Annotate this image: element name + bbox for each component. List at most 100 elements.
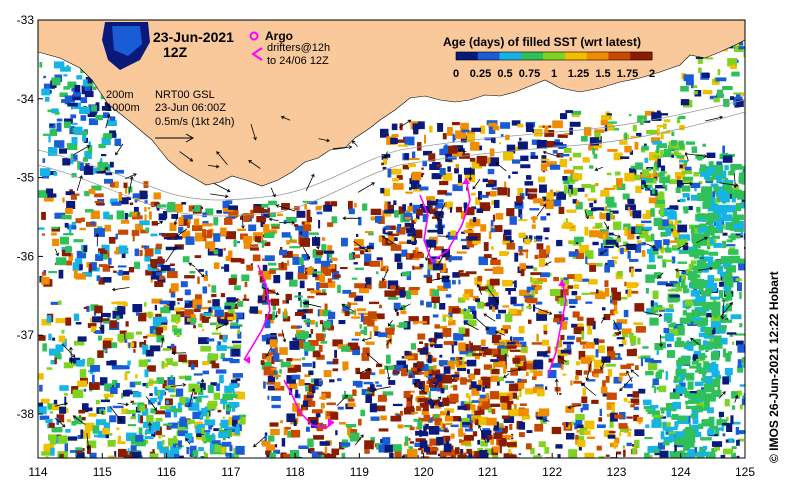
sst-patch: [352, 346, 361, 356]
sst-patch: [627, 401, 631, 404]
sst-patch: [651, 360, 662, 364]
sst-patch: [508, 175, 511, 179]
sst-patch: [159, 275, 165, 280]
sst-patch: [475, 298, 481, 303]
sst-patch: [220, 353, 225, 359]
sst-patch: [510, 296, 517, 305]
sst-patch: [610, 412, 618, 422]
sst-patch: [703, 335, 716, 339]
sst-patch: [560, 334, 565, 341]
sst-patch: [50, 447, 55, 456]
current-arrow: [274, 310, 279, 319]
sst-patch: [432, 289, 440, 296]
sst-patch: [701, 290, 712, 297]
current-arrow: [111, 287, 130, 292]
sst-patch: [47, 193, 57, 198]
sst-patch: [222, 357, 233, 362]
sst-patch: [637, 337, 641, 345]
sst-patch: [739, 291, 742, 300]
sst-patch: [179, 397, 190, 406]
sst-patch: [690, 278, 701, 285]
sst-patch: [53, 171, 58, 176]
sst-patch: [563, 148, 572, 153]
sst-patch: [663, 327, 670, 333]
sst-patch: [254, 310, 263, 315]
sst-patch: [711, 261, 721, 269]
current-arrow: [705, 115, 724, 122]
sst-patch: [193, 373, 203, 376]
lon-label: 116: [157, 465, 176, 479]
sst-patch: [321, 244, 327, 251]
sst-patch: [678, 239, 688, 246]
sst-patch: [502, 436, 511, 440]
sst-patch: [351, 252, 356, 260]
map-date: 23-Jun-2021: [153, 29, 234, 45]
sst-patch: [704, 57, 714, 60]
sst-patch: [72, 363, 77, 366]
sst-patch: [721, 425, 724, 432]
sst-patch: [41, 233, 45, 236]
sst-patch: [411, 151, 416, 160]
sst-patch: [708, 367, 718, 371]
sst-patch: [629, 150, 633, 155]
sst-patch: [226, 346, 237, 349]
sst-patch: [76, 452, 85, 458]
sst-patch: [480, 194, 489, 198]
sst-patch: [698, 282, 706, 289]
sst-patch: [228, 278, 237, 285]
sst-patch: [514, 252, 519, 262]
scale-arrow: [155, 133, 195, 143]
sst-patch: [442, 397, 450, 406]
sst-patch: [264, 231, 275, 239]
sst-patch: [354, 283, 366, 289]
sst-patch: [439, 303, 446, 310]
sst-patch: [657, 416, 666, 419]
sst-patch: [76, 450, 83, 454]
sst-patch: [61, 329, 65, 334]
sst-patch: [471, 127, 481, 132]
sst-patch: [384, 365, 395, 370]
sst-patch: [663, 119, 671, 123]
sst-patch: [623, 449, 626, 457]
sst-patch: [676, 284, 679, 292]
sst-patch: [701, 73, 710, 78]
sst-patch: [299, 231, 303, 235]
lon-label: 117: [221, 465, 240, 479]
sst-patch: [414, 442, 423, 447]
sst-patch: [651, 112, 662, 121]
sst-patch: [509, 423, 513, 430]
sst-patch: [88, 264, 92, 273]
sst-patch: [671, 256, 676, 264]
sst-patch: [323, 204, 332, 212]
sst-patch: [611, 256, 619, 259]
current-arrow: [554, 378, 559, 396]
sst-patch: [196, 433, 205, 438]
sst-patch: [676, 337, 682, 345]
sst-patch: [427, 365, 434, 370]
sst-patch: [682, 193, 690, 198]
sst-patch: [362, 203, 368, 211]
sst-patch: [109, 266, 114, 268]
sst-patch: [472, 431, 478, 437]
sst-patch: [595, 183, 599, 187]
sst-patch: [463, 308, 467, 312]
sst-patch: [457, 405, 467, 410]
sst-patch: [412, 257, 420, 261]
sst-patch: [404, 436, 409, 445]
sst-patch: [45, 456, 49, 458]
sst-patch: [560, 277, 570, 285]
current-arrow: [336, 394, 349, 407]
sst-patch: [723, 314, 728, 319]
sst-patch: [518, 246, 523, 251]
sst-patch: [162, 380, 167, 389]
argo-label: Argo: [265, 29, 293, 43]
sst-patch: [619, 432, 622, 437]
lon-label: 122: [542, 465, 562, 479]
sst-patch: [482, 386, 485, 392]
sst-patch: [428, 426, 440, 435]
sst-patch: [310, 201, 318, 205]
sst-patch: [711, 285, 717, 292]
sst-patch: [66, 143, 78, 150]
sst-patch: [504, 181, 507, 190]
sst-patch: [318, 380, 323, 385]
